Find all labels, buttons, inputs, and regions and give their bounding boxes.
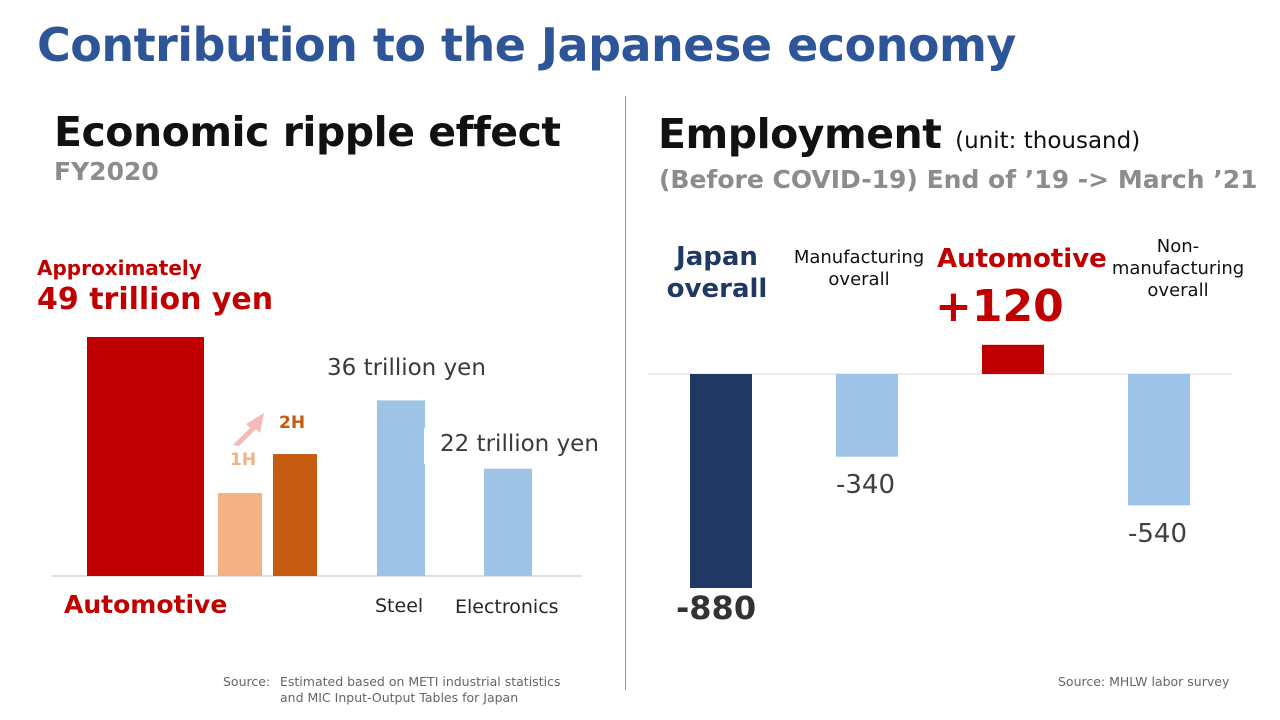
bar-electronics	[484, 468, 532, 576]
category-japan-overall: Japan overall	[657, 241, 777, 305]
employment-title-text: Employment	[658, 110, 942, 158]
category-automotive: Automotive	[64, 590, 228, 619]
ripple-source-line1: Estimated based on METI industrial stati…	[280, 674, 561, 689]
value-automotive-employment: +120	[935, 281, 1064, 332]
electronics-label-backdrop	[424, 428, 440, 464]
ripple-chart-subtitle: FY2020	[54, 157, 159, 186]
bar-automotive	[87, 337, 204, 576]
employment-source: Source: MHLW labor survey	[1058, 674, 1230, 689]
bar-automotive-1h	[218, 493, 262, 576]
ripple-source-prefix: Source:	[223, 674, 271, 689]
category-automotive-employment: Automotive	[937, 244, 1107, 274]
employment-chart-title: Employment (unit: thousand)	[658, 110, 1140, 158]
category-nonmanufacturing-line2: manufacturing	[1111, 258, 1245, 279]
category-electronics: Electronics	[455, 596, 559, 618]
bar-manufacturing-overall	[836, 374, 898, 457]
ripple-source-line2: and MIC Input-Output Tables for Japan	[280, 690, 519, 705]
bar-automotive-2h	[273, 454, 317, 576]
category-manufacturing-line1: Manufacturing	[793, 247, 925, 268]
employment-unit: (unit: thousand)	[955, 128, 1141, 154]
automotive-approx-label: Approximately	[37, 256, 202, 280]
category-japan-line2: overall	[666, 274, 768, 304]
electronics-value-label: 22 trillion yen	[440, 431, 599, 457]
category-steel: Steel	[375, 595, 424, 617]
value-nonmanufacturing-overall: -540	[1128, 519, 1188, 549]
value-japan-overall: -880	[676, 589, 757, 627]
half1-label: 1H	[230, 450, 257, 470]
bar-steel	[377, 400, 425, 576]
half2-label: 2H	[279, 413, 306, 433]
category-manufacturing-overall: Manufacturing overall	[788, 247, 930, 291]
value-manufacturing-overall: -340	[836, 470, 896, 500]
steel-value-label: 36 trillion yen	[327, 355, 486, 381]
automotive-value-label: 49 trillion yen	[37, 282, 274, 317]
bar-automotive-employment	[982, 344, 1044, 374]
employment-period: (Before COVID-19) End of ’19 -> March ’2…	[659, 165, 1258, 194]
bar-japan-overall	[690, 374, 752, 588]
category-nonmanufacturing-overall: Non- manufacturing overall	[1108, 236, 1248, 302]
category-nonmanufacturing-line1: Non-	[1156, 236, 1200, 257]
ripple-chart-title: Economic ripple effect	[54, 108, 561, 156]
category-manufacturing-line2: overall	[828, 269, 890, 290]
growth-arrow-icon	[233, 413, 264, 446]
bar-nonmanufacturing-overall	[1128, 374, 1190, 506]
page-title: Contribution to the Japanese economy	[37, 18, 1016, 72]
panel-divider	[625, 96, 626, 690]
category-nonmanufacturing-line3: overall	[1147, 280, 1209, 301]
category-japan-line1: Japan	[676, 242, 758, 272]
